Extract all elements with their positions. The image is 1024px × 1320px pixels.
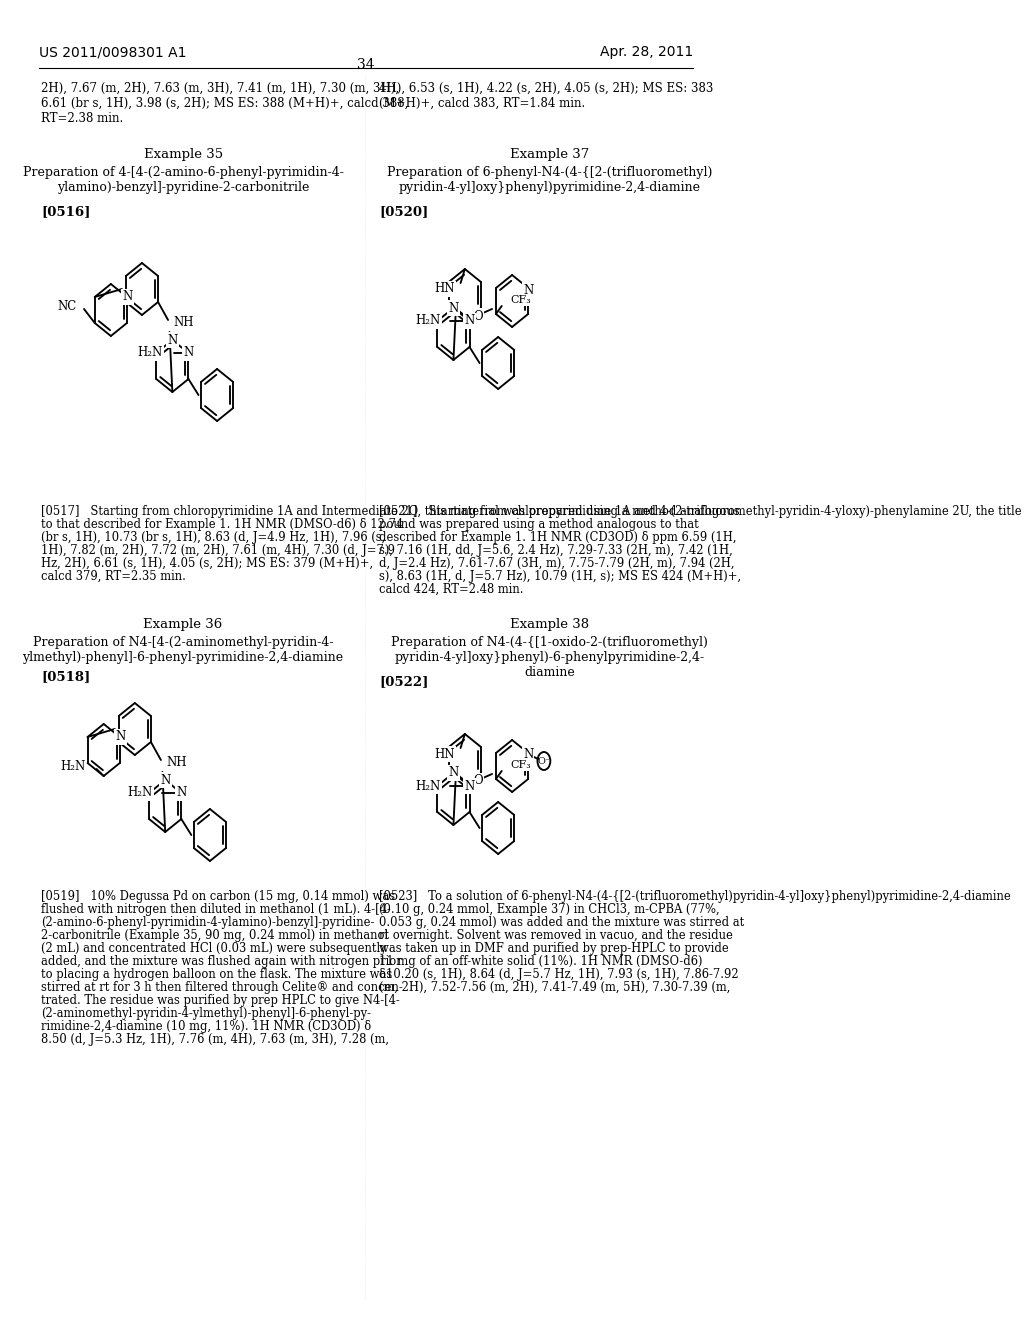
Text: Example 37: Example 37 xyxy=(510,148,589,161)
Text: [0520]: [0520] xyxy=(379,205,428,218)
Text: N: N xyxy=(176,787,186,800)
Text: N: N xyxy=(465,780,475,792)
Text: 11 mg of an off-white solid (11%). 1H NMR (DMSO-d6): 11 mg of an off-white solid (11%). 1H NM… xyxy=(379,954,702,968)
Text: N: N xyxy=(449,301,459,314)
Text: H₂N: H₂N xyxy=(416,780,441,792)
Text: N: N xyxy=(183,346,194,359)
Text: stirred at rt for 3 h then filtered through Celite® and concen-: stirred at rt for 3 h then filtered thro… xyxy=(42,981,403,994)
Text: 0.053 g, 0.24 mmol) was added and the mixture was stirred at: 0.053 g, 0.24 mmol) was added and the mi… xyxy=(379,916,744,929)
Text: Preparation of N4-[4-(2-aminomethyl-pyridin-4-
ylmethyl)-phenyl]-6-phenyl-pyrimi: Preparation of N4-[4-(2-aminomethyl-pyri… xyxy=(23,636,344,664)
Text: (m, 2H), 7.52-7.56 (m, 2H), 7.41-7.49 (m, 5H), 7.30-7.39 (m,: (m, 2H), 7.52-7.56 (m, 2H), 7.41-7.49 (m… xyxy=(379,981,730,994)
Text: H₂N: H₂N xyxy=(416,314,441,327)
Text: Preparation of N4-(4-{[1-oxido-2-(trifluoromethyl)
pyridin-4-yl]oxy}phenyl)-6-ph: Preparation of N4-(4-{[1-oxido-2-(triflu… xyxy=(391,636,708,678)
Text: N: N xyxy=(465,314,475,327)
Text: N: N xyxy=(160,774,170,787)
Text: calcd 424, RT=2.48 min.: calcd 424, RT=2.48 min. xyxy=(379,583,523,597)
Text: Preparation of 6-phenyl-N4-(4-{[2-(trifluoromethyl)
pyridin-4-yl]oxy}phenyl)pyri: Preparation of 6-phenyl-N4-(4-{[2-(trifl… xyxy=(387,166,712,194)
Text: Preparation of 4-[4-(2-amino-6-phenyl-pyrimidin-4-
ylamino)-benzyl]-pyridine-2-c: Preparation of 4-[4-(2-amino-6-phenyl-py… xyxy=(23,166,343,194)
Text: pound was prepared using a method analogous to that: pound was prepared using a method analog… xyxy=(379,517,698,531)
Text: NC: NC xyxy=(57,301,77,314)
Text: H₂N: H₂N xyxy=(137,346,163,359)
Text: Hz, 2H), 6.61 (s, 1H), 4.05 (s, 2H); MS ES: 379 (M+H)+,: Hz, 2H), 6.61 (s, 1H), 4.05 (s, 2H); MS … xyxy=(42,557,374,570)
Text: rt overnight. Solvent was removed in vacuo, and the residue: rt overnight. Solvent was removed in vac… xyxy=(379,929,733,942)
Text: CF₃: CF₃ xyxy=(510,294,531,305)
Text: described for Example 1. 1H NMR (CD3OD) δ ppm 6.59 (1H,: described for Example 1. 1H NMR (CD3OD) … xyxy=(379,531,736,544)
Text: N: N xyxy=(116,730,126,743)
Text: [0517]   Starting from chloropyrimidine 1A and Intermediate 2Q, this material wa: [0517] Starting from chloropyrimidine 1A… xyxy=(42,506,740,517)
Text: H₂N: H₂N xyxy=(127,787,153,800)
Text: (2-amino-6-phenyl-pyrimidin-4-ylamino)-benzyl]-pyridine-: (2-amino-6-phenyl-pyrimidin-4-ylamino)-b… xyxy=(42,916,375,929)
Text: [0519]   10% Degussa Pd on carbon (15 mg, 0.14 mmol) was: [0519] 10% Degussa Pd on carbon (15 mg, … xyxy=(42,890,395,903)
Text: HN: HN xyxy=(434,282,455,296)
Text: δ10.20 (s, 1H), 8.64 (d, J=5.7 Hz, 1H), 7.93 (s, 1H), 7.86-7.92: δ10.20 (s, 1H), 8.64 (d, J=5.7 Hz, 1H), … xyxy=(379,968,738,981)
Text: trated. The residue was purified by prep HPLC to give N4-[4-: trated. The residue was purified by prep… xyxy=(42,994,400,1007)
Text: added, and the mixture was flushed again with nitrogen prior: added, and the mixture was flushed again… xyxy=(42,954,402,968)
Text: s), 8.63 (1H, d, J=5.7 Hz), 10.79 (1H, s); MS ES 424 (M+H)+,: s), 8.63 (1H, d, J=5.7 Hz), 10.79 (1H, s… xyxy=(379,570,741,583)
Text: N: N xyxy=(167,334,177,346)
Text: N: N xyxy=(449,767,459,780)
Text: O⁻: O⁻ xyxy=(538,756,551,766)
Text: [0521]   Starting from chloropyrimidine 1A and 4-(2-trifluoromethyl-pyridin-4-yl: [0521] Starting from chloropyrimidine 1A… xyxy=(379,506,1024,517)
Text: O: O xyxy=(473,775,482,788)
Text: HN: HN xyxy=(434,747,455,760)
Text: 34: 34 xyxy=(357,58,375,73)
Text: (2-aminomethyl-pyridin-4-ylmethyl)-phenyl]-6-phenyl-py-: (2-aminomethyl-pyridin-4-ylmethyl)-pheny… xyxy=(42,1007,372,1020)
Text: CF₃: CF₃ xyxy=(510,760,531,770)
Text: 2-carbonitrile (Example 35, 90 mg, 0.24 mmol) in methanol: 2-carbonitrile (Example 35, 90 mg, 0.24 … xyxy=(42,929,389,942)
Text: (2 mL) and concentrated HCl (0.03 mL) were subsequently: (2 mL) and concentrated HCl (0.03 mL) we… xyxy=(42,942,387,954)
Text: Example 35: Example 35 xyxy=(143,148,222,161)
Text: N: N xyxy=(523,748,534,762)
Text: [0522]: [0522] xyxy=(379,675,428,688)
Text: Example 36: Example 36 xyxy=(143,618,222,631)
Text: NH: NH xyxy=(174,315,195,329)
Text: 8.50 (d, J=5.3 Hz, 1H), 7.76 (m, 4H), 7.63 (m, 3H), 7.28 (m,: 8.50 (d, J=5.3 Hz, 1H), 7.76 (m, 4H), 7.… xyxy=(42,1034,389,1045)
Text: O: O xyxy=(473,309,482,322)
Text: Apr. 28, 2011: Apr. 28, 2011 xyxy=(600,45,693,59)
Text: s), 7.16 (1H, dd, J=5.6, 2.4 Hz), 7.29-7.33 (2H, m), 7.42 (1H,: s), 7.16 (1H, dd, J=5.6, 2.4 Hz), 7.29-7… xyxy=(379,544,733,557)
Text: 2H), 7.67 (m, 2H), 7.63 (m, 3H), 7.41 (m, 1H), 7.30 (m, 3H),
6.61 (br s, 1H), 3.: 2H), 7.67 (m, 2H), 7.63 (m, 3H), 7.41 (m… xyxy=(42,82,409,125)
Text: 1H), 7.82 (m, 2H), 7.72 (m, 2H), 7.61 (m, 4H), 7.30 (d, J=7.9: 1H), 7.82 (m, 2H), 7.72 (m, 2H), 7.61 (m… xyxy=(42,544,395,557)
Text: US 2011/0098301 A1: US 2011/0098301 A1 xyxy=(39,45,186,59)
Text: [0518]: [0518] xyxy=(42,671,91,682)
Text: rimidine-2,4-diamine (10 mg, 11%). 1H NMR (CD3OD) δ: rimidine-2,4-diamine (10 mg, 11%). 1H NM… xyxy=(42,1020,372,1034)
Text: [0516]: [0516] xyxy=(42,205,91,218)
Text: H₂N: H₂N xyxy=(59,760,85,774)
Text: to that described for Example 1. 1H NMR (DMSO-d6) δ 12.74: to that described for Example 1. 1H NMR … xyxy=(42,517,403,531)
Text: N: N xyxy=(523,284,534,297)
Text: NH: NH xyxy=(167,755,187,768)
Text: [0523]   To a solution of 6-phenyl-N4-(4-{[2-(trifluoromethyl)pyridin-4-yl]oxy}p: [0523] To a solution of 6-phenyl-N4-(4-{… xyxy=(379,890,1011,903)
Text: d, J=2.4 Hz), 7.61-7.67 (3H, m), 7.75-7.79 (2H, m), 7.94 (2H,: d, J=2.4 Hz), 7.61-7.67 (3H, m), 7.75-7.… xyxy=(379,557,734,570)
Text: was taken up in DMF and purified by prep-HPLC to provide: was taken up in DMF and purified by prep… xyxy=(379,942,729,954)
Text: 4H), 6.53 (s, 1H), 4.22 (s, 2H), 4.05 (s, 2H); MS ES: 383
(M+H)+, calcd 383, RT=: 4H), 6.53 (s, 1H), 4.22 (s, 2H), 4.05 (s… xyxy=(379,82,714,110)
Text: (br s, 1H), 10.73 (br s, 1H), 8.63 (d, J=4.9 Hz, 1H), 7.96 (s,: (br s, 1H), 10.73 (br s, 1H), 8.63 (d, J… xyxy=(42,531,386,544)
Text: Example 38: Example 38 xyxy=(510,618,589,631)
Text: calcd 379, RT=2.35 min.: calcd 379, RT=2.35 min. xyxy=(42,570,186,583)
Text: to placing a hydrogen balloon on the flask. The mixture was: to placing a hydrogen balloon on the fla… xyxy=(42,968,393,981)
Text: (0.10 g, 0.24 mmol, Example 37) in CHCl3, m-CPBA (77%,: (0.10 g, 0.24 mmol, Example 37) in CHCl3… xyxy=(379,903,720,916)
Text: N: N xyxy=(123,290,133,304)
Text: flushed with nitrogen then diluted in methanol (1 mL). 4-[4-: flushed with nitrogen then diluted in me… xyxy=(42,903,391,916)
